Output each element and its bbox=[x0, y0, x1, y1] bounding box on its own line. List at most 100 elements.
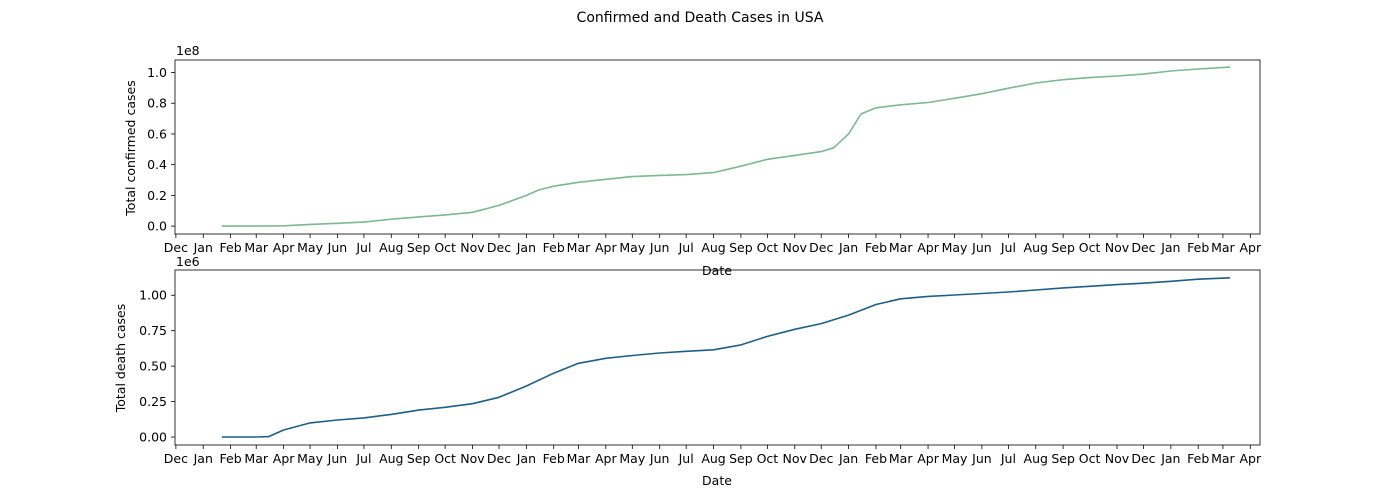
confirmed-x-tick-label: Dec bbox=[809, 240, 833, 255]
confirmed-x-tick-label: Jul bbox=[678, 240, 694, 255]
confirmed-y-ticks: 0.0 0.2 0.4 0.6 0.8 1.0 bbox=[147, 65, 175, 234]
death-x-tick-label: May bbox=[619, 451, 645, 466]
death-x-tick-label: Feb bbox=[865, 451, 887, 466]
confirmed-x-tick-label: Feb bbox=[865, 240, 887, 255]
confirmed-x-tick-label: Oct bbox=[1079, 240, 1101, 255]
death-x-tick-label: Jun bbox=[971, 451, 992, 466]
death-x-tick-label: Jan bbox=[193, 451, 213, 466]
death-x-tick-label: Apr bbox=[273, 451, 295, 466]
confirmed-x-tick-label: Sep bbox=[407, 240, 431, 255]
death-x-tick-label: Oct bbox=[434, 451, 456, 466]
death-x-tick-label: Mar bbox=[244, 451, 268, 466]
death-x-tick-label: Jul bbox=[1000, 451, 1016, 466]
confirmed-x-tick-label: Oct bbox=[757, 240, 779, 255]
confirmed-x-axis-label: Date bbox=[702, 263, 732, 278]
death-x-tick-label: Jan bbox=[1160, 451, 1180, 466]
confirmed-offset-text: 1e8 bbox=[176, 43, 200, 58]
death-x-tick-label: Apr bbox=[917, 451, 939, 466]
death-x-tick-label: Aug bbox=[379, 451, 403, 466]
death-x-ticks: Dec Jan Feb Mar Apr May Jun Jul Aug Sep Oct Nov Dec J… bbox=[164, 445, 1262, 466]
death-x-tick-label: Feb bbox=[543, 451, 565, 466]
death-y-ticks: 0.00 0.25 0.50 0.75 1.00 bbox=[139, 288, 175, 445]
confirmed-x-tick-label: Jan bbox=[516, 240, 536, 255]
death-x-tick-label: Jul bbox=[355, 451, 371, 466]
death-y-tick-label: 0.75 bbox=[139, 323, 167, 338]
death-y-tick-label: 0.50 bbox=[139, 359, 167, 374]
confirmed-x-tick-label: Dec bbox=[164, 240, 188, 255]
death-x-tick-label: Dec bbox=[809, 451, 833, 466]
confirmed-x-tick-label: Jan bbox=[193, 240, 213, 255]
confirmed-y-tick-label: 0.8 bbox=[147, 96, 167, 111]
death-x-tick-label: Apr bbox=[1239, 451, 1261, 466]
confirmed-y-tick-label: 0.6 bbox=[147, 126, 167, 141]
confirmed-x-tick-label: Jun bbox=[971, 240, 992, 255]
confirmed-y-tick-label: 0.0 bbox=[147, 219, 167, 234]
death-x-tick-label: Mar bbox=[567, 451, 591, 466]
death-plot-frame bbox=[174, 269, 1261, 446]
death-y-tick-label: 1.00 bbox=[139, 288, 167, 303]
confirmed-y-axis-label: Total confirmed cases bbox=[123, 80, 138, 216]
death-x-tick-label: Aug bbox=[701, 451, 725, 466]
death-y-tick-label: 0.00 bbox=[139, 430, 167, 445]
death-x-tick-label: Jan bbox=[838, 451, 858, 466]
confirmed-x-tick-label: Feb bbox=[543, 240, 565, 255]
confirmed-x-tick-label: Mar bbox=[889, 240, 913, 255]
death-x-tick-label: May bbox=[297, 451, 323, 466]
death-x-tick-label: Sep bbox=[1051, 451, 1075, 466]
death-x-tick-label: Sep bbox=[407, 451, 431, 466]
confirmed-x-tick-label: Nov bbox=[1105, 240, 1130, 255]
confirmed-x-tick-label: Feb bbox=[220, 240, 242, 255]
confirmed-y-tick-label: 1.0 bbox=[147, 65, 167, 80]
confirmed-x-tick-label: Apr bbox=[1239, 240, 1261, 255]
confirmed-x-tick-label: Feb bbox=[1187, 240, 1209, 255]
confirmed-y-tick-label: 0.4 bbox=[147, 157, 167, 172]
death-x-tick-label: Apr bbox=[595, 451, 617, 466]
death-x-tick-label: Mar bbox=[889, 451, 913, 466]
figure-title: Confirmed and Death Cases in USA bbox=[577, 10, 824, 26]
confirmed-x-tick-label: Mar bbox=[567, 240, 591, 255]
death-x-tick-label: Nov bbox=[460, 451, 485, 466]
confirmed-x-tick-label: Nov bbox=[460, 240, 485, 255]
confirmed-x-tick-label: Apr bbox=[273, 240, 295, 255]
death-x-tick-label: Jan bbox=[516, 451, 536, 466]
death-y-axis-label: Total death cases bbox=[113, 304, 128, 414]
confirmed-x-tick-label: Jul bbox=[355, 240, 371, 255]
confirmed-x-tick-label: Nov bbox=[783, 240, 808, 255]
confirmed-x-tick-label: May bbox=[297, 240, 323, 255]
death-x-tick-label: Dec bbox=[164, 451, 188, 466]
death-x-tick-label: Jun bbox=[327, 451, 348, 466]
confirmed-x-tick-label: Mar bbox=[244, 240, 268, 255]
confirmed-x-tick-label: Apr bbox=[917, 240, 939, 255]
death-cases-chart: 1e6 Total death cases Date 0.000.250.500… bbox=[113, 254, 1262, 488]
confirmed-x-tick-label: Aug bbox=[1024, 240, 1048, 255]
death-x-tick-label: Aug bbox=[1024, 451, 1048, 466]
death-x-tick-label: Feb bbox=[220, 451, 242, 466]
confirmed-x-tick-label: Oct bbox=[434, 240, 456, 255]
confirmed-cases-chart: 1e8 Total confirmed cases Date 0.0 0.2 0.4… bbox=[123, 43, 1262, 278]
death-y-tick-label: 0.25 bbox=[139, 394, 167, 409]
confirmed-x-tick-label: Jan bbox=[838, 240, 858, 255]
death-x-tick-label: Dec bbox=[1131, 451, 1155, 466]
death-x-tick-label: Sep bbox=[729, 451, 753, 466]
death-x-tick-label: Nov bbox=[783, 451, 808, 466]
death-x-tick-label: Mar bbox=[1211, 451, 1235, 466]
confirmed-plot-frame bbox=[174, 59, 1261, 235]
confirmed-x-tick-label: Sep bbox=[1051, 240, 1075, 255]
confirmed-series-line bbox=[221, 66, 1231, 227]
confirmed-x-tick-label: May bbox=[942, 240, 968, 255]
confirmed-x-tick-label: Aug bbox=[701, 240, 725, 255]
confirmed-x-tick-label: Sep bbox=[729, 240, 753, 255]
confirmed-x-tick-label: Dec bbox=[487, 240, 511, 255]
death-x-tick-label: Feb bbox=[1187, 451, 1209, 466]
death-series-line bbox=[221, 277, 1231, 438]
confirmed-x-tick-label: Apr bbox=[595, 240, 617, 255]
confirmed-x-tick-label: Jun bbox=[649, 240, 670, 255]
confirmed-x-tick-label: Aug bbox=[379, 240, 403, 255]
confirmed-x-tick-label: Mar bbox=[1211, 240, 1235, 255]
death-offset-text: 1e6 bbox=[176, 254, 200, 269]
confirmed-x-tick-label: Dec bbox=[1131, 240, 1155, 255]
confirmed-y-tick-label: 0.2 bbox=[147, 188, 167, 203]
confirmed-x-tick-label: Jul bbox=[1000, 240, 1016, 255]
confirmed-x-tick-label: Jan bbox=[1160, 240, 1180, 255]
